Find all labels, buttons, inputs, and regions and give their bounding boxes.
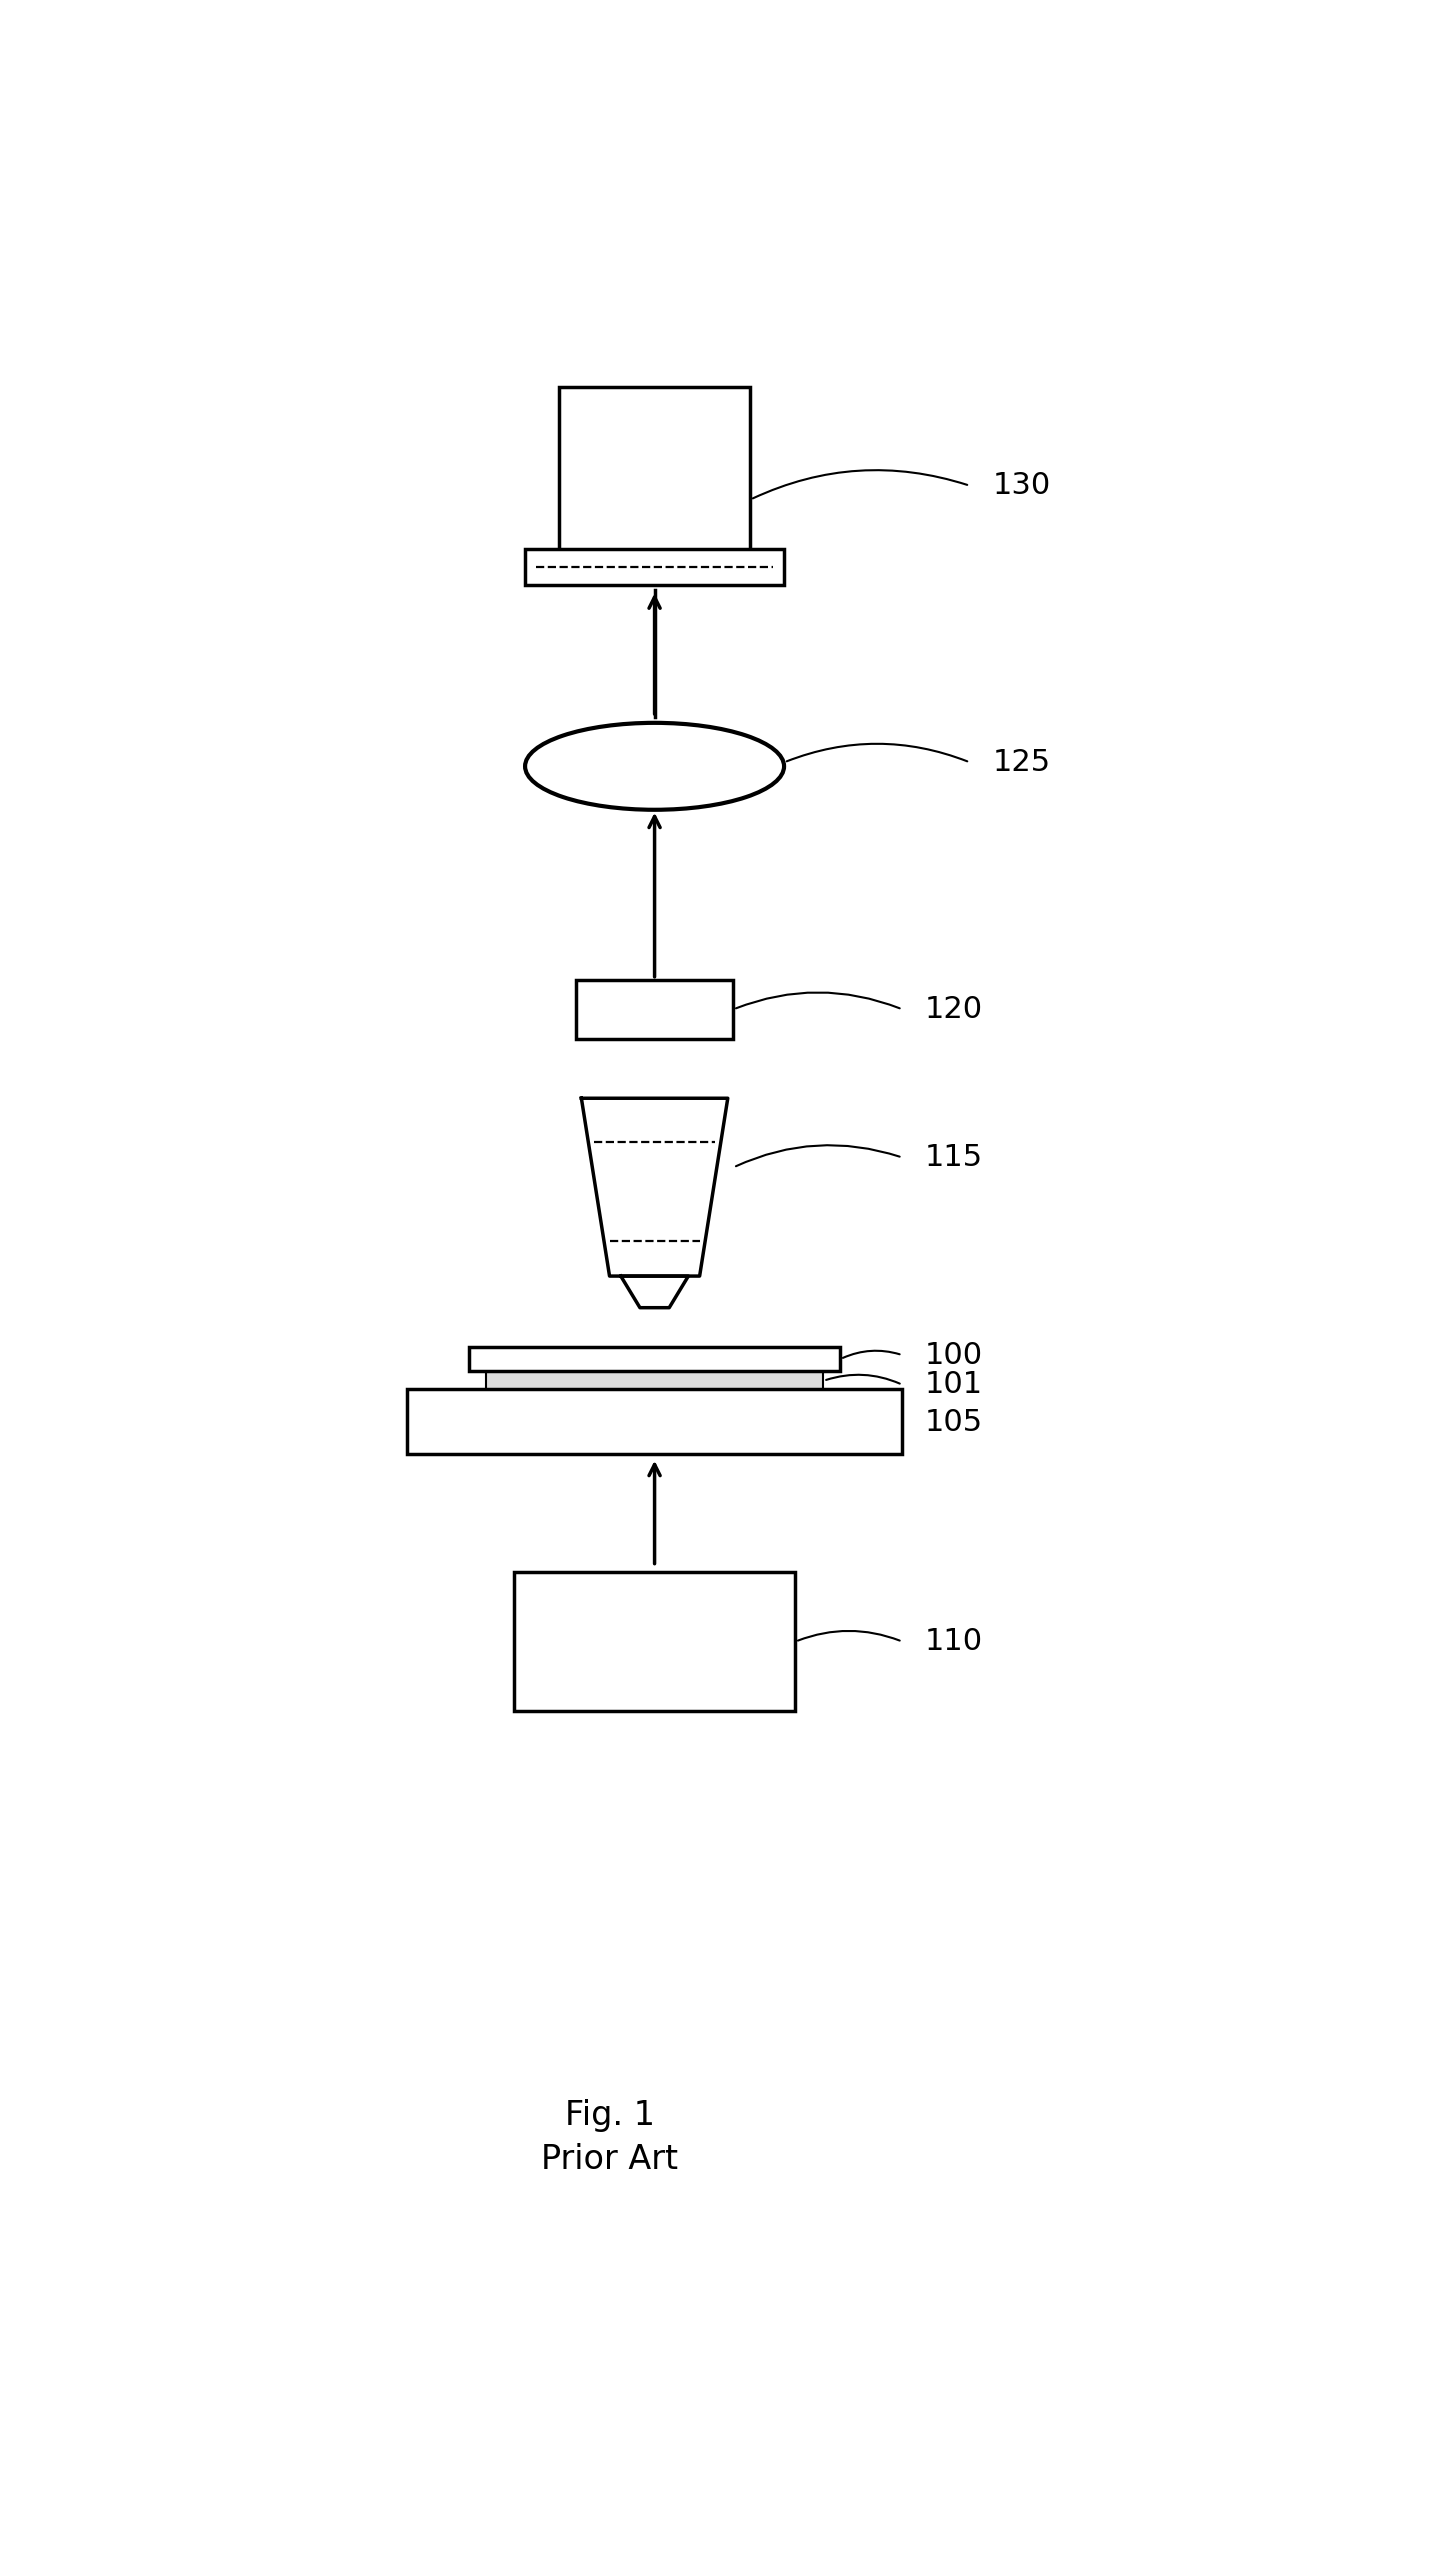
Bar	[575, 980, 734, 1039]
Text: 125: 125	[992, 747, 1051, 777]
Bar	[514, 1573, 795, 1712]
Text: Prior Art: Prior Art	[541, 2143, 679, 2176]
Text: Fig. 1: Fig. 1	[565, 2099, 654, 2132]
Bar	[485, 1370, 824, 1391]
Text: 105: 105	[924, 1409, 984, 1437]
Text: 110: 110	[924, 1627, 984, 1655]
Polygon shape	[581, 1098, 728, 1275]
Bar	[559, 387, 750, 554]
Bar	[407, 1388, 902, 1455]
Text: 115: 115	[924, 1142, 984, 1173]
Text: 101: 101	[924, 1370, 984, 1398]
Text: 120: 120	[924, 996, 984, 1024]
Text: 130: 130	[992, 472, 1051, 500]
Text: 100: 100	[924, 1339, 984, 1370]
Bar	[469, 1347, 840, 1370]
Ellipse shape	[525, 724, 785, 811]
Polygon shape	[620, 1275, 689, 1309]
Bar	[525, 549, 785, 585]
